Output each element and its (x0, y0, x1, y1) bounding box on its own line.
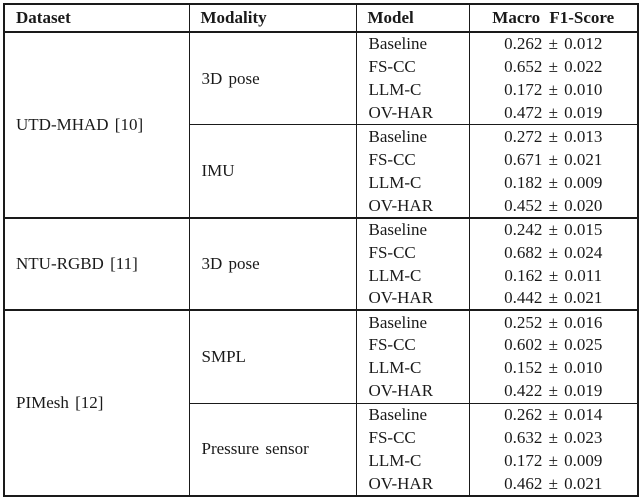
model-cell: LLM-C (355, 171, 470, 195)
table-row: NTU-RGBD [11] 3D pose Baseline 0.242 ± 0… (3, 217, 639, 312)
model-cell: OV-HAR (355, 472, 470, 498)
model-cell: OV-HAR (355, 380, 470, 404)
modality-cell-imu: IMU (188, 124, 357, 219)
score-cell: 0.442 ± 0.021 (468, 287, 639, 312)
score-cell: 0.262 ± 0.012 (468, 32, 639, 56)
score-cell: 0.252 ± 0.016 (468, 310, 639, 334)
model-cell: LLM-C (355, 356, 470, 381)
model-cell: FS-CC (355, 55, 470, 79)
model-cell: LLM-C (355, 264, 470, 288)
model-cell: LLM-C (355, 78, 470, 102)
model-cell: OV-HAR (355, 194, 470, 219)
model-cell: LLM-C (355, 449, 470, 473)
header-dataset: Dataset (3, 3, 190, 34)
model-cell: Baseline (355, 403, 470, 427)
table-row: LLM-C 0.182 ± 0.009 (4, 171, 639, 195)
score-cell: 0.671 ± 0.021 (468, 148, 639, 172)
table-row: OV-HAR 0.442 ± 0.021 (4, 287, 639, 312)
score-cell: 0.472 ± 0.019 (468, 101, 639, 126)
table-row: UTD-MHAD [10] 3D pose Baseline 0.262 ± 0… (3, 32, 639, 219)
modality-cell-3d-pose: 3D pose (188, 217, 357, 312)
score-cell: 0.682 ± 0.024 (468, 240, 639, 265)
score-cell: 0.262 ± 0.014 (468, 403, 639, 427)
table-row: FS-CC 0.652 ± 0.022 (4, 55, 639, 79)
score-cell: 0.452 ± 0.020 (468, 194, 639, 219)
score-cell: 0.172 ± 0.009 (468, 449, 639, 473)
header-model: Model (355, 3, 470, 34)
model-cell: OV-HAR (355, 101, 470, 126)
table-row: OV-HAR 0.472 ± 0.019 (4, 101, 639, 126)
dataset-cell-pimesh: PIMesh [12] (3, 310, 190, 497)
score-cell: 0.652 ± 0.022 (468, 55, 639, 79)
score-cell: 0.152 ± 0.010 (468, 356, 639, 381)
table-row: LLM-C 0.162 ± 0.011 (4, 264, 639, 288)
header-macro-f1-score: Macro F1-Score (468, 3, 639, 34)
model-cell: FS-CC (355, 426, 470, 450)
table-row: Pressure sensor Baseline 0.262 ± 0.014 (4, 403, 639, 497)
score-cell: 0.272 ± 0.013 (468, 124, 639, 149)
model-cell: FS-CC (355, 240, 470, 265)
score-cell: 0.462 ± 0.021 (468, 472, 639, 498)
table-row: FS-CC 0.632 ± 0.023 (4, 426, 639, 450)
table-row: OV-HAR 0.422 ± 0.019 (4, 380, 639, 404)
table-row: LLM-C 0.172 ± 0.009 (4, 449, 639, 473)
results-table: Dataset Modality Model Macro F1-Score UT… (3, 3, 639, 498)
score-cell: 0.172 ± 0.010 (468, 78, 639, 102)
score-cell: 0.602 ± 0.025 (468, 333, 639, 357)
model-cell: Baseline (355, 310, 470, 334)
model-cell: Baseline (355, 217, 470, 241)
modality-cell-3d-pose: 3D pose (188, 32, 357, 126)
table-row: LLM-C 0.172 ± 0.010 (4, 78, 639, 102)
modality-cell-smpl: SMPL (188, 310, 357, 404)
score-cell: 0.632 ± 0.023 (468, 426, 639, 450)
score-cell: 0.182 ± 0.009 (468, 171, 639, 195)
model-cell: OV-HAR (355, 287, 470, 312)
model-cell: Baseline (355, 124, 470, 149)
dataset-cell-ntu-rgbd: NTU-RGBD [11] (3, 217, 190, 312)
score-cell: 0.162 ± 0.011 (468, 264, 639, 288)
table-row: FS-CC 0.682 ± 0.024 (4, 240, 639, 265)
dataset-cell-utd-mhad: UTD-MHAD [10] (3, 32, 190, 219)
model-cell: FS-CC (355, 333, 470, 357)
header-row: Dataset Modality Model Macro F1-Score (3, 3, 639, 34)
modality-cell-pressure-sensor: Pressure sensor (188, 403, 357, 497)
table-row: FS-CC 0.671 ± 0.021 (4, 148, 639, 172)
table-row: PIMesh [12] SMPL Baseline 0.252 ± 0.016 (3, 310, 639, 497)
table-row: IMU Baseline 0.272 ± 0.013 (4, 124, 639, 219)
header-modality: Modality (188, 3, 357, 34)
table-row: OV-HAR 0.462 ± 0.021 (4, 472, 639, 498)
model-cell: Baseline (355, 32, 470, 56)
table-row: OV-HAR 0.452 ± 0.020 (4, 194, 639, 219)
table-row: LLM-C 0.152 ± 0.010 (4, 356, 639, 381)
model-cell: FS-CC (355, 148, 470, 172)
table-row: FS-CC 0.602 ± 0.025 (4, 333, 639, 357)
score-cell: 0.242 ± 0.015 (468, 217, 639, 241)
score-cell: 0.422 ± 0.019 (468, 380, 639, 404)
